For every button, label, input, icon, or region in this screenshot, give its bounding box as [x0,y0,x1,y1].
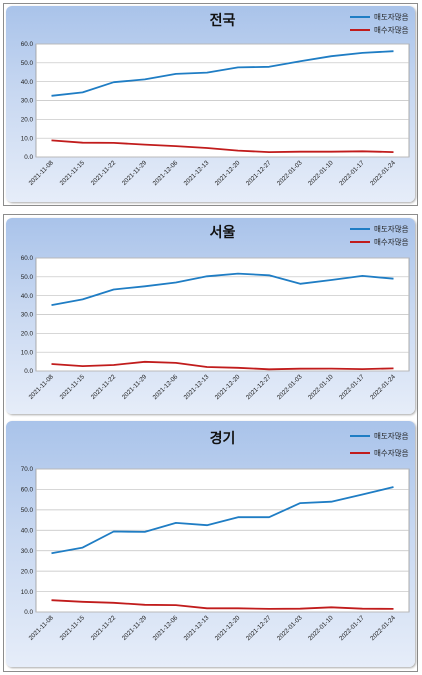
chart-title: 서울 [210,224,236,241]
series-line-buy [51,599,394,610]
x-tick-label: 2022-01-24 [369,373,397,401]
x-tick-label: 2021-11-29 [121,159,149,187]
y-tick-label: 10.0 [21,589,34,596]
x-tick-label: 2021-11-22 [90,373,118,401]
y-tick-label: 50.0 [21,274,34,281]
x-tick-label: 2021-11-08 [28,159,56,187]
x-tick-label: 2021-12-13 [183,373,211,401]
x-tick-label: 2021-11-29 [121,373,149,401]
x-tick-label: 2021-12-27 [245,614,273,642]
chart-title: 전국 [210,12,236,29]
y-tick-label: 60.0 [21,255,34,262]
x-tick-label: 2022-01-10 [307,159,335,187]
x-tick-label: 2022-01-24 [369,159,397,187]
x-tick-label: 2021-12-06 [152,159,180,187]
x-tick-label: 2021-11-08 [28,373,56,401]
y-tick-label: 60.0 [21,487,34,494]
y-tick-label: 30.0 [21,548,34,555]
x-tick-label: 2022-01-17 [338,159,366,187]
y-tick-label: 30.0 [21,98,34,105]
legend-label-buy: 매수자많음 [374,449,409,458]
x-tick-label: 2021-12-20 [214,373,242,401]
y-tick-label: 20.0 [21,568,34,575]
y-tick-label: 70.0 [21,466,34,473]
x-tick-label: 2021-11-15 [59,614,87,642]
y-tick-label: 50.0 [21,60,34,67]
y-tick-label: 20.0 [21,331,34,338]
series-line-buy [51,360,394,371]
series-line-sell [51,50,394,97]
x-tick-label: 2021-11-08 [28,614,56,642]
x-tick-label: 2022-01-03 [276,159,304,187]
plot-area [35,468,410,613]
x-tick-label: 2021-11-22 [90,614,118,642]
y-tick-label: 40.0 [21,527,34,534]
chart-svg-gyeonggi: 0.0 10.0 20.0 30.0 40.0 50.0 60.0 70.0 2021-11-0… [21,430,410,642]
legend-label-sell: 매도자많음 [374,225,409,234]
chart-panel-gyeonggi: 0.0 10.0 20.0 30.0 40.0 50.0 60.0 70.0 2021-11-0… [6,421,415,667]
x-tick-label: 2021-12-27 [245,159,273,187]
chart-panel-seoul: 0.0 10.0 20.0 30.0 40.0 50.0 60.0 2021-11-08 202… [6,218,415,414]
x-tick-label: 2022-01-10 [307,373,335,401]
x-tick-label: 2022-01-17 [338,614,366,642]
y-tick-label: 40.0 [21,293,34,300]
x-tick-label: 2021-11-22 [90,159,118,187]
legend-label-sell: 매도자많음 [374,432,409,441]
y-tick-label: 50.0 [21,507,34,514]
chart-panel-national: 0.0 10.0 20.0 30.0 40.0 50.0 60.0 2021-11-08 202… [6,6,415,202]
series-line-sell [51,486,394,555]
x-tick-label: 2022-01-17 [338,373,366,401]
chart-title: 경기 [210,430,236,447]
x-tick-label: 2021-11-29 [121,614,149,642]
legend-label-buy: 매수자많음 [374,26,409,35]
y-tick-label: 40.0 [21,79,34,86]
x-tick-label: 2021-12-20 [214,159,242,187]
y-tick-label: 20.0 [21,117,34,124]
y-tick-label: 0.0 [24,609,33,616]
x-tick-label: 2021-12-27 [245,373,273,401]
legend-label-buy: 매수자많음 [374,238,409,247]
x-tick-label: 2021-12-20 [214,614,242,642]
legend-label-sell: 매도자많음 [374,13,409,22]
x-tick-label: 2021-12-06 [152,373,180,401]
x-tick-label: 2021-12-13 [183,614,211,642]
x-tick-label: 2022-01-24 [369,614,397,642]
x-tick-label: 2022-01-10 [307,614,335,642]
x-tick-label: 2021-12-06 [152,614,180,642]
series-line-buy [51,139,394,154]
y-tick-label: 0.0 [24,368,33,375]
x-tick-label: 2022-01-03 [276,614,304,642]
y-tick-label: 60.0 [21,41,34,48]
series-line-sell [51,272,394,306]
y-tick-label: 30.0 [21,312,34,319]
y-tick-label: 10.0 [21,349,34,356]
x-tick-label: 2022-01-03 [276,373,304,401]
x-tick-label: 2021-11-15 [59,373,87,401]
x-tick-label: 2021-11-15 [59,159,87,187]
x-tick-label: 2021-12-13 [183,159,211,187]
y-tick-label: 0.0 [24,154,33,161]
y-tick-label: 10.0 [21,135,34,142]
